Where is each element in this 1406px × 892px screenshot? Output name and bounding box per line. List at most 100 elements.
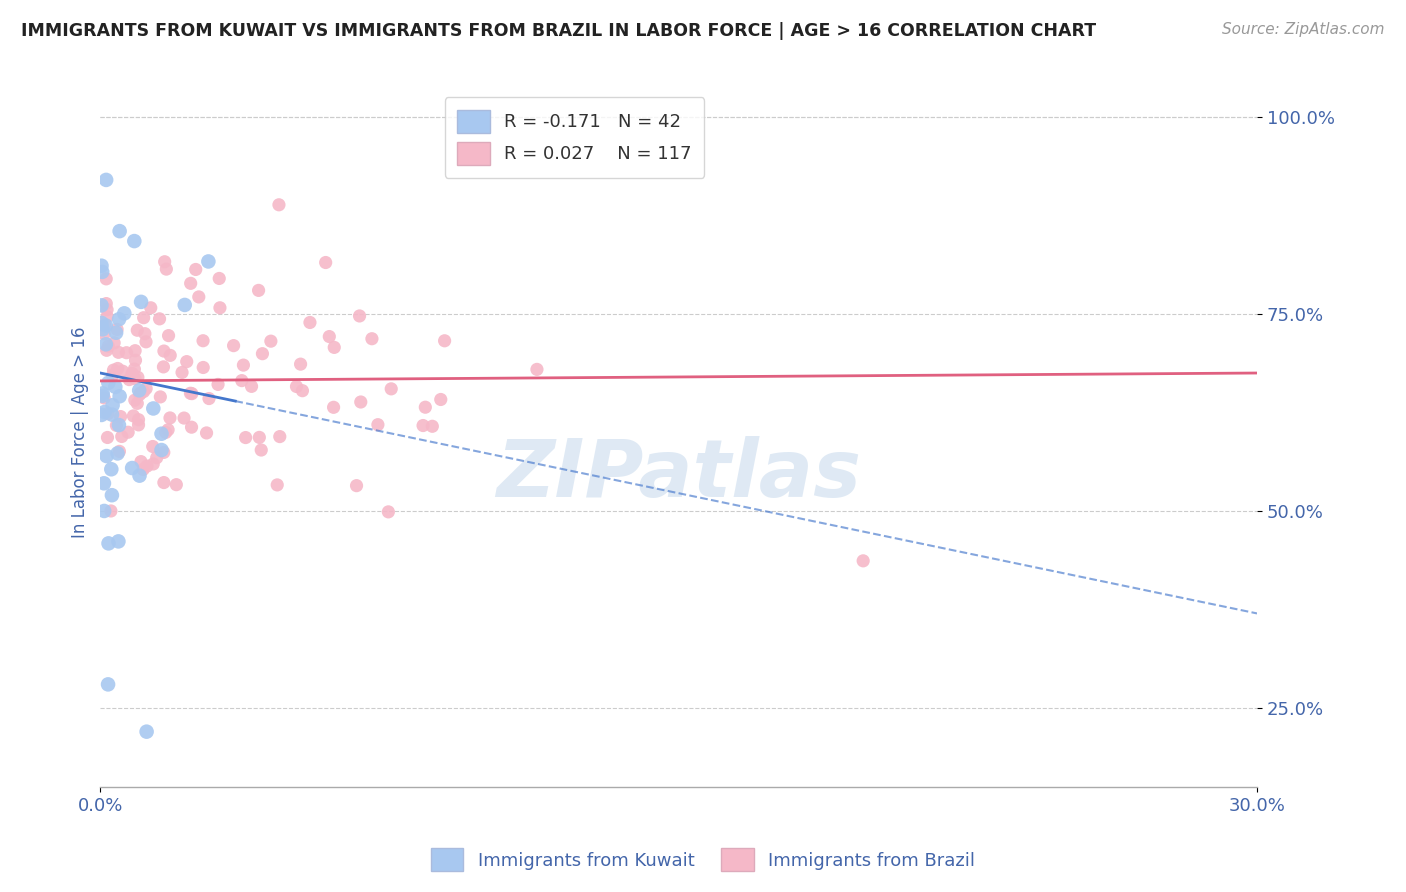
Point <box>135 334 157 349</box>
Point <box>380 382 402 396</box>
Legend: Immigrants from Kuwait, Immigrants from Brazil: Immigrants from Kuwait, Immigrants from … <box>423 841 983 879</box>
Point <box>298 316 321 330</box>
Point <box>108 444 131 458</box>
Point <box>132 462 155 476</box>
Point <box>318 329 340 343</box>
Point <box>247 284 270 298</box>
Point <box>97 376 120 390</box>
Point <box>208 271 231 285</box>
Point <box>149 390 172 404</box>
Point <box>315 255 337 269</box>
Point <box>90 259 112 273</box>
Y-axis label: In Labor Force | Age > 16: In Labor Force | Age > 16 <box>72 326 89 538</box>
Point <box>124 393 146 408</box>
Point <box>346 478 368 492</box>
Point <box>107 446 129 460</box>
Point <box>152 445 174 459</box>
Point <box>90 408 112 422</box>
Point <box>240 379 263 393</box>
Point <box>193 360 215 375</box>
Point <box>526 362 548 376</box>
Point <box>124 343 146 358</box>
Point <box>96 272 118 286</box>
Point <box>96 430 118 444</box>
Point <box>135 382 157 396</box>
Point <box>108 418 131 433</box>
Point <box>153 254 176 268</box>
Point <box>101 488 124 502</box>
Point <box>97 407 120 421</box>
Point <box>159 411 181 425</box>
Point <box>195 425 218 440</box>
Point <box>157 328 180 343</box>
Point <box>107 534 129 549</box>
Point <box>91 322 114 336</box>
Point <box>367 417 389 432</box>
Point <box>222 338 245 352</box>
Point <box>100 504 122 518</box>
Point <box>232 358 254 372</box>
Text: ZIPatlas: ZIPatlas <box>496 435 862 514</box>
Point <box>107 361 129 376</box>
Point <box>198 392 221 406</box>
Point <box>124 234 146 248</box>
Point <box>93 476 115 491</box>
Point <box>111 364 134 378</box>
Point <box>91 265 114 279</box>
Point <box>127 370 149 384</box>
Point <box>129 386 152 401</box>
Point <box>285 379 308 393</box>
Point <box>429 392 451 407</box>
Point <box>128 412 150 426</box>
Point <box>252 347 274 361</box>
Point <box>420 419 443 434</box>
Legend: R = -0.171   N = 42, R = 0.027    N = 117: R = -0.171 N = 42, R = 0.027 N = 117 <box>444 97 704 178</box>
Point <box>197 254 219 268</box>
Point <box>208 301 231 315</box>
Point <box>105 418 128 433</box>
Point <box>124 362 146 376</box>
Point <box>152 359 174 374</box>
Point <box>322 401 344 415</box>
Point <box>247 430 270 444</box>
Point <box>121 461 143 475</box>
Point <box>266 478 288 492</box>
Point <box>155 262 177 277</box>
Point <box>103 335 125 350</box>
Point <box>96 310 118 324</box>
Point <box>433 334 456 348</box>
Point <box>97 339 120 353</box>
Point <box>110 409 132 424</box>
Point <box>145 450 167 465</box>
Point <box>142 440 165 454</box>
Text: Source: ZipAtlas.com: Source: ZipAtlas.com <box>1222 22 1385 37</box>
Point <box>93 326 115 341</box>
Point <box>121 367 143 381</box>
Point <box>100 462 122 476</box>
Point <box>122 409 145 423</box>
Point <box>148 311 170 326</box>
Point <box>96 449 118 463</box>
Point <box>191 334 214 348</box>
Point <box>349 309 371 323</box>
Point <box>105 326 128 340</box>
Point <box>132 310 155 325</box>
Point <box>235 431 257 445</box>
Point <box>93 318 115 332</box>
Point <box>127 396 149 410</box>
Point <box>105 322 128 336</box>
Point <box>173 411 195 425</box>
Point <box>290 357 312 371</box>
Point <box>111 429 134 443</box>
Point <box>101 368 124 383</box>
Point <box>91 389 114 403</box>
Point <box>180 420 202 434</box>
Point <box>93 405 115 419</box>
Point <box>112 306 135 320</box>
Point <box>170 366 193 380</box>
Point <box>153 344 176 359</box>
Text: IMMIGRANTS FROM KUWAIT VS IMMIGRANTS FROM BRAZIL IN LABOR FORCE | AGE > 16 CORRE: IMMIGRANTS FROM KUWAIT VS IMMIGRANTS FRO… <box>21 22 1097 40</box>
Point <box>97 536 120 550</box>
Point <box>150 443 173 458</box>
Point <box>153 475 176 490</box>
